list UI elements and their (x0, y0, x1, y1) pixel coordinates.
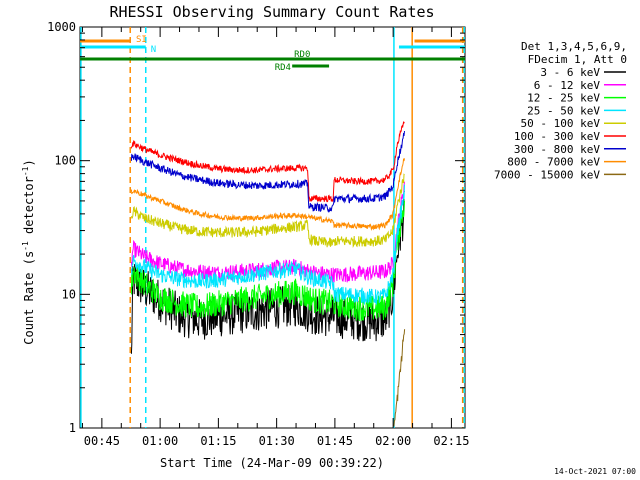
y-axis-label: Count Rate (s-1 detector-1) (21, 159, 36, 344)
x-axis-label: Start Time (24-Mar-09 00:39:22) (160, 456, 384, 470)
legend-header-line2: FDecim 1, Att 0 (528, 53, 627, 66)
legend-label: 12 - 25 keV (527, 92, 600, 105)
legend-label: 3 - 6 keV (540, 66, 600, 79)
series-line (130, 158, 405, 232)
legend-label: 300 - 800 keV (514, 143, 600, 156)
legend-label: 6 - 12 keV (534, 79, 601, 92)
plot-frame (79, 26, 466, 429)
chart-title: RHESSI Observing Summary Count Rates (109, 3, 434, 21)
series-line (393, 329, 406, 427)
y-axis-label-sup2: -1 (21, 166, 30, 176)
x-tick-label: 00:45 (84, 434, 120, 448)
plot-area (79, 26, 466, 429)
footer-date: 14-Oct-2021 07:00 (554, 467, 636, 476)
legend-label: 800 - 7000 keV (507, 156, 600, 169)
flag-label: RD4 (275, 63, 291, 73)
y-axis-label-mid: detector (22, 176, 36, 241)
y-tick-label: 1 (69, 421, 76, 435)
legend: Det 1,3,4,5,6,9, FDecim 1, Att 0 3 - 6 k… (494, 40, 627, 181)
x-tick-label: 01:15 (200, 434, 236, 448)
legend-label: 100 - 300 keV (514, 130, 600, 143)
flag-label: N (151, 45, 156, 55)
series-line (130, 130, 405, 213)
y-axis-label-sup1: -1 (21, 241, 30, 251)
series-group (130, 121, 406, 427)
x-tick-label: 02:00 (375, 434, 411, 448)
legend-header-line1: Det 1,3,4,5,6,9, (521, 40, 627, 53)
series-line (130, 121, 405, 203)
series-line (130, 200, 405, 322)
flag-label: RD0 (294, 50, 310, 60)
x-tick-label: 02:15 (433, 434, 469, 448)
series-line (130, 184, 405, 306)
legend-label: 25 - 50 keV (527, 104, 600, 117)
flag-label: SI (136, 35, 147, 45)
y-tick-label: 10 (62, 287, 76, 301)
x-tick-label: 01:00 (142, 434, 178, 448)
x-tick-label: 01:30 (259, 434, 295, 448)
y-axis-label-end: ) (22, 159, 36, 166)
series-line (130, 173, 405, 249)
y-tick-label: 1000 (47, 20, 76, 34)
y-axis-label-main: Count Rate (s (22, 251, 36, 345)
x-tick-label: 01:45 (317, 434, 353, 448)
axes-group: 1 10 100 1000 00:45 01:00 01:15 01:30 01:45 02:00… (47, 20, 469, 448)
legend-label: 7000 - 15000 keV (494, 168, 600, 181)
y-tick-label: 100 (54, 154, 76, 168)
legend-label: 50 - 100 keV (521, 117, 601, 130)
